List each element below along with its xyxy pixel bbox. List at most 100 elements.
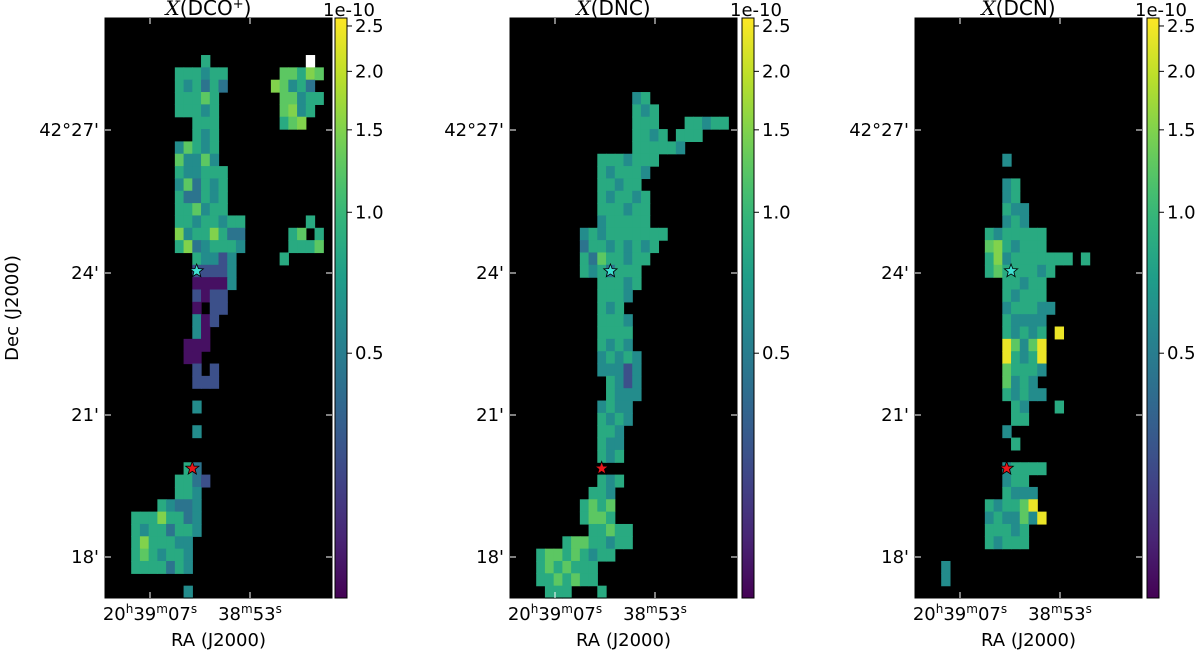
map-cell [623,523,633,537]
map-cell [183,166,193,180]
map-cell [597,215,607,229]
map-cell [597,277,607,291]
map-cell [632,215,642,229]
map-cell [305,55,316,68]
map-cell [209,240,220,254]
map-cell [606,227,616,241]
map-cell [192,104,202,118]
panel-title: X(DNC) [574,0,650,20]
map-cell [279,252,289,266]
map-cell [192,92,202,105]
map-cell [201,326,211,340]
map-cell [606,301,616,315]
map-cell [984,240,995,254]
colorbar-tick-label: 1.5 [1167,120,1196,141]
x-axis-label: RA (J2000) [576,630,671,651]
map-cell [597,437,607,451]
map-cell [297,104,307,118]
map-cell [1011,203,1021,217]
map-cell [1002,486,1012,500]
map-cell [1002,252,1012,266]
map-cell [183,486,193,500]
map-cell [1037,240,1047,254]
map-cell [148,560,158,574]
map-cell [623,400,633,414]
map-cell [993,523,1003,537]
map-cell [1019,264,1030,278]
map-cell [1028,227,1038,241]
map-cell [183,227,193,241]
map-cell [201,215,211,229]
map-cell [640,190,651,204]
map-cell [588,240,598,254]
map-cell [1011,264,1021,278]
map-cell [174,141,185,155]
map-cell [579,264,590,278]
map-cell [218,79,228,93]
map-cell [209,190,220,204]
map-cell [174,153,185,167]
map-cell [1063,252,1073,266]
map-cell [606,326,616,340]
map-cell [1045,301,1056,315]
map-cell [166,548,176,562]
map-cell [1019,486,1030,500]
map-cell [640,240,651,254]
map-cell [614,203,625,217]
map-cell [131,536,141,550]
map-cell [1028,277,1038,291]
map-cell [174,190,185,204]
map-cell [1002,178,1012,192]
map-cell [1019,289,1030,303]
map-cell [1002,301,1012,315]
map-cell [606,486,616,500]
map-cell [1028,301,1038,315]
map-cell [1019,388,1030,402]
map-cell [614,338,625,352]
map-cell [183,215,193,229]
map-cell [1019,363,1030,377]
map-cell [623,326,633,340]
map-cell [201,190,211,204]
map-cell [1045,252,1056,266]
map-cell [606,289,616,303]
map-cell [623,166,633,180]
panel-3: 42°27' 24' 21' 18' 20h39m07s 38m53s RA (J2000)… [849,0,1143,651]
map-cell [606,166,616,180]
map-cell [174,474,185,488]
map-cell [675,129,686,142]
map-cell [1011,240,1021,254]
y-tick-label: 24' [71,263,99,284]
map-cell [192,240,202,254]
map-cell [675,141,686,155]
map-cell [139,536,150,550]
map-cell [623,412,633,426]
map-cell [597,363,607,377]
map-cell [183,141,193,155]
y-tick-label: 42°27' [849,120,909,141]
map-cell [606,240,616,254]
map-cell [183,203,193,217]
map-cell [227,215,237,229]
map-cell [201,129,211,142]
map-cell [192,190,202,204]
map-cell [192,363,202,377]
map-cell [174,92,185,105]
map-cell [993,252,1003,266]
y-tick-label: 18' [476,547,504,568]
map-cell [1037,289,1047,303]
panel-title: X(DCO+) [164,0,252,20]
map-cell [1028,486,1038,500]
map-cell [183,511,193,525]
map-cell [1019,301,1030,315]
map-cell [632,240,642,254]
map-cell [139,523,150,537]
map-cell [597,486,607,500]
map-cell [640,252,651,266]
map-cell [597,412,607,426]
y-tick-label: 21' [476,405,504,426]
map-cell [218,289,228,303]
map-cell [201,338,211,352]
map-cell [614,289,625,303]
map-cell [1028,363,1038,377]
